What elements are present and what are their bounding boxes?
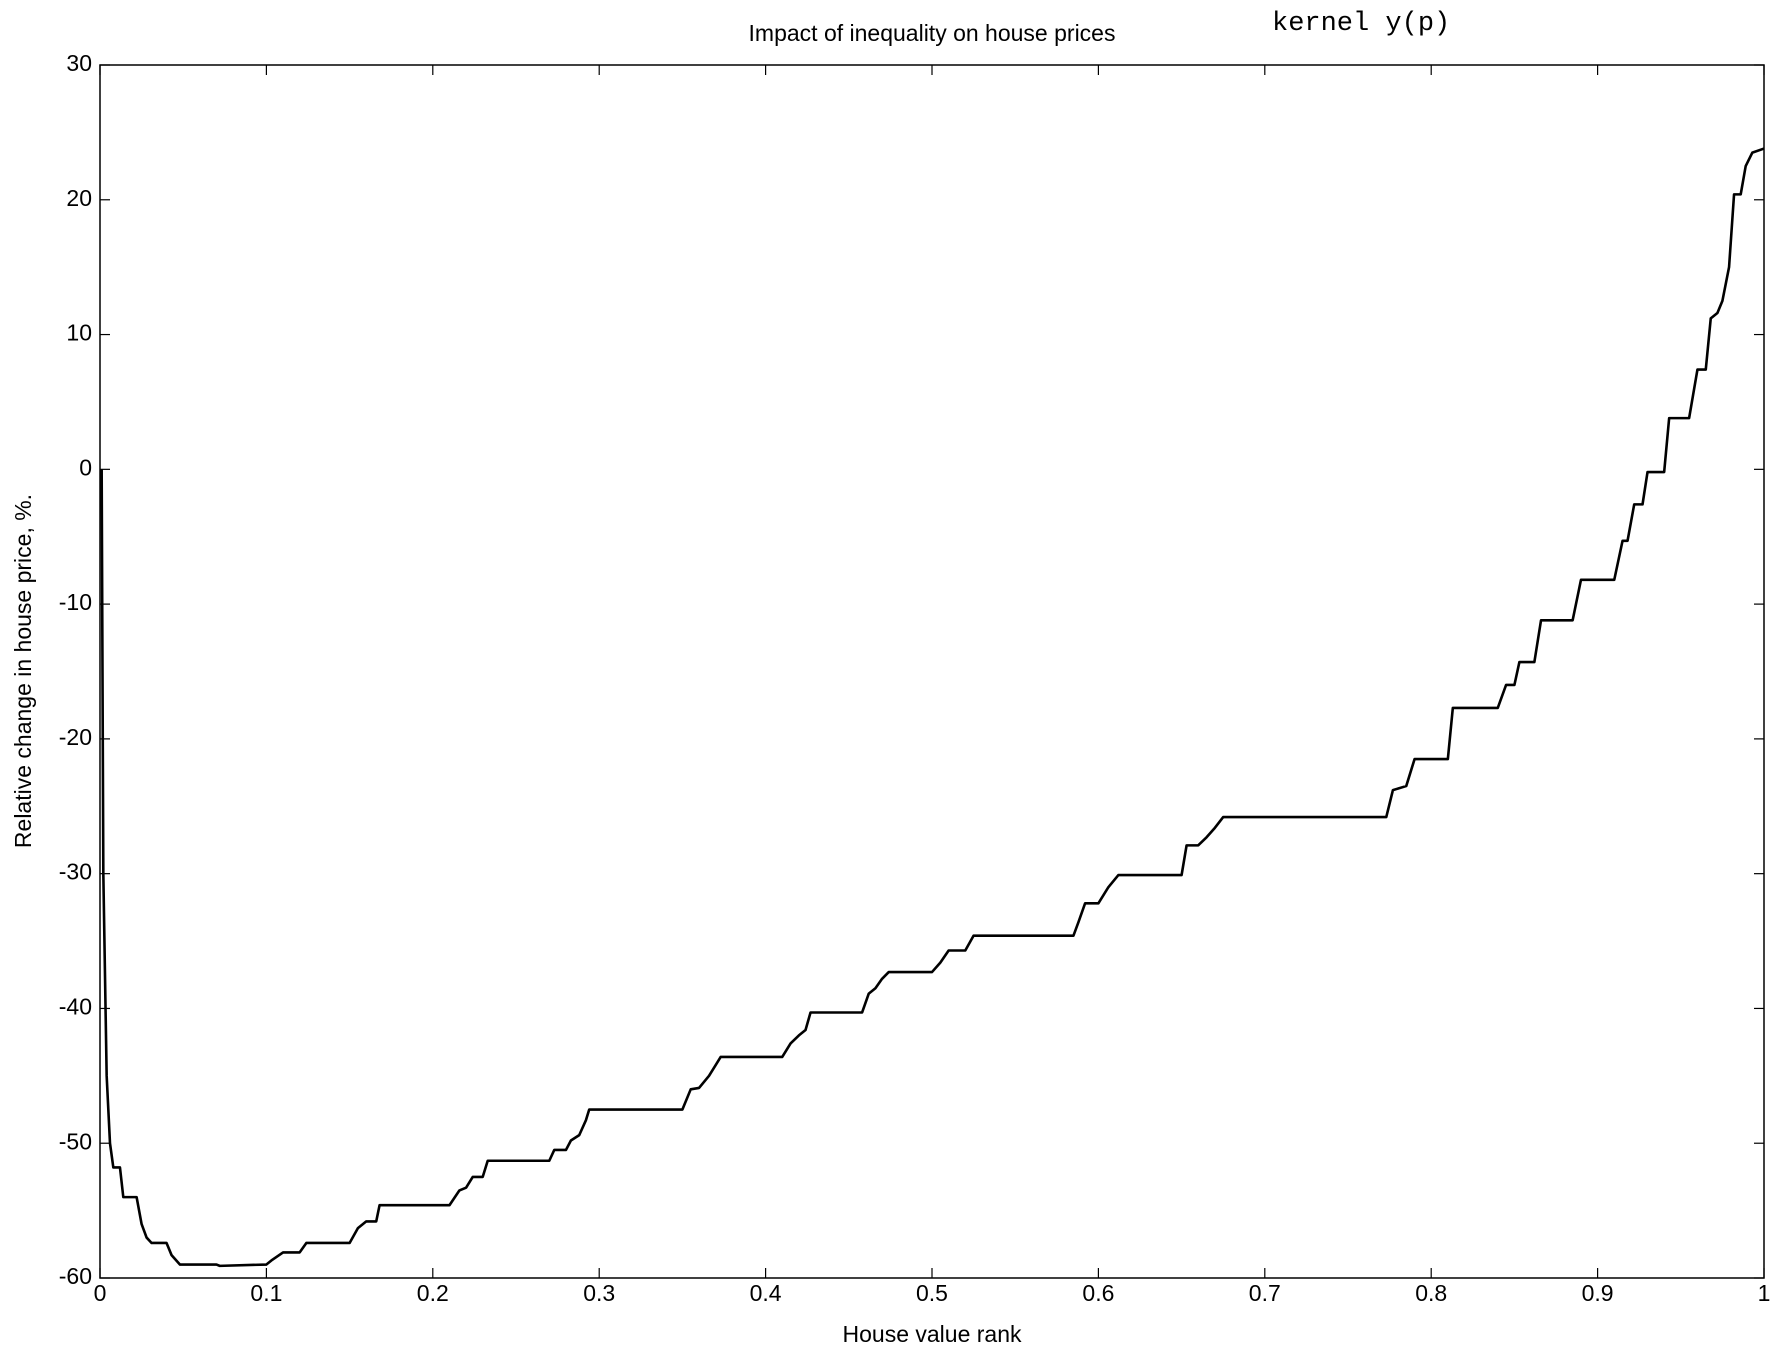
y-tick-label: 0: [79, 454, 92, 480]
y-tick-label: 20: [66, 185, 92, 211]
x-tick-label: 0.8: [1415, 1280, 1447, 1306]
x-axis-label: House value rank: [843, 1321, 1022, 1347]
x-tick-label: 0.9: [1582, 1280, 1614, 1306]
y-tick-label: -40: [59, 994, 92, 1020]
x-tick-label: 0.2: [417, 1280, 449, 1306]
y-tick-label: -10: [59, 589, 92, 615]
x-tick-label: 0.4: [750, 1280, 782, 1306]
plot-frame: [99, 64, 1765, 1279]
y-tick-label: 30: [66, 50, 92, 76]
x-tick-label: 0.6: [1082, 1280, 1114, 1306]
y-tick-label: -60: [59, 1263, 92, 1289]
y-tick-label: 10: [66, 320, 92, 346]
y-axis-label: Relative change in house price, %.: [10, 494, 36, 848]
x-tick-label: 0: [94, 1280, 107, 1306]
x-tick-label: 0.7: [1249, 1280, 1281, 1306]
chart-title: Impact of inequality on house prices: [749, 20, 1116, 46]
data-line: [100, 147, 1765, 1268]
x-tick-label: 1: [1758, 1280, 1771, 1306]
x-tick-label: 0.1: [250, 1280, 282, 1306]
y-tick-label: -50: [59, 1128, 92, 1154]
y-tick-label: -20: [59, 724, 92, 750]
x-tick-label: 0.5: [916, 1280, 948, 1306]
y-tick-label: -30: [59, 859, 92, 885]
x-tick-label: 0.3: [583, 1280, 615, 1306]
annotation: kernel y(p): [1272, 9, 1450, 39]
